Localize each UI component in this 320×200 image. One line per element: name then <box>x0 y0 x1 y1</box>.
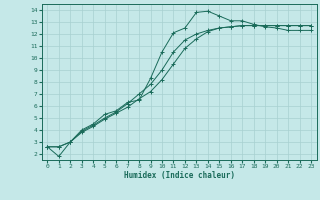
X-axis label: Humidex (Indice chaleur): Humidex (Indice chaleur) <box>124 171 235 180</box>
